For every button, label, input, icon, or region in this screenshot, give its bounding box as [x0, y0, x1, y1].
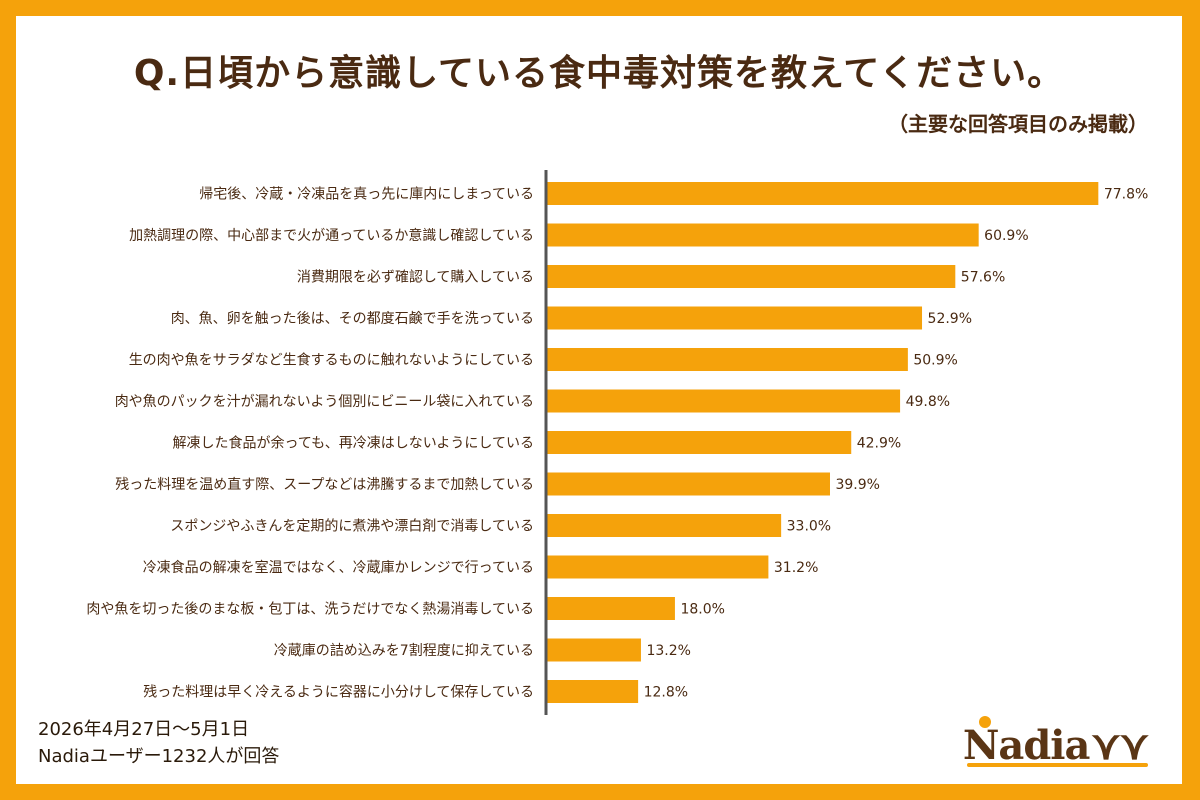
- category-label: 生の肉や魚をサラダなど生食するものに触れないようにしている: [129, 352, 534, 369]
- category-label: スポンジやふきんを定期的に煮沸や漂白剤で消毒している: [170, 519, 534, 535]
- value-label: 31.2%: [774, 560, 818, 576]
- value-label: 39.9%: [835, 477, 879, 493]
- utensils-icon: ⋎⋎: [1091, 722, 1149, 769]
- logo-text: Nadia: [962, 722, 1091, 769]
- survey-respondents: Nadiaユーザー1232人が回答: [38, 746, 280, 767]
- category-label: 加熱調理の際、中心部まで火が通っているか意識し確認している: [129, 227, 534, 244]
- value-label: 50.9%: [913, 353, 957, 369]
- category-label: 肉や魚を切った後のまな板・包丁は、洗うだけでなく熱湯消毒している: [86, 601, 534, 618]
- bar: [547, 182, 1099, 205]
- bar: [547, 597, 675, 620]
- category-label: 消費期限を必ず確認して購入している: [297, 270, 534, 286]
- flower-icon: [978, 716, 991, 728]
- value-label: 42.9%: [857, 436, 901, 452]
- chart-card: Q.日頃から意識している食中毒対策を教えてください。 （主要な回答項目のみ掲載）…: [16, 16, 1182, 784]
- value-label: 52.9%: [928, 311, 972, 327]
- value-label: 13.2%: [646, 643, 690, 659]
- logo-underline: [966, 763, 1148, 767]
- bar: [547, 514, 782, 537]
- category-label: 帰宅後、冷蔵・冷凍品を真っ先に庫内にしまっている: [199, 186, 534, 203]
- value-label: 33.0%: [787, 519, 831, 535]
- bar: [547, 348, 908, 371]
- bar: [547, 472, 830, 496]
- value-label: 60.9%: [984, 228, 1028, 244]
- value-label: 49.8%: [906, 394, 950, 410]
- value-label: 12.8%: [644, 685, 688, 701]
- bar-chart: 帰宅後、冷蔵・冷凍品を真っ先に庫内にしまっている 77.8% 加熱調理の際、中心部ま…: [86, 170, 1148, 715]
- value-label: 18.0%: [680, 602, 724, 618]
- bar: [547, 555, 769, 579]
- bar: [547, 680, 639, 703]
- bar: [547, 223, 979, 247]
- nadia-logo: Nadia⋎⋎: [962, 716, 1149, 769]
- bar: [547, 431, 852, 454]
- category-label: 冷凍食品の解凍を室温ではなく、冷蔵庫かレンジで行っている: [143, 559, 534, 576]
- survey-footer: 2026年4月27日〜5月1日 Nadiaユーザー1232人が回答: [38, 716, 279, 770]
- chart-title: Q.日頃から意識している食中毒対策を教えてください。: [133, 53, 1065, 94]
- value-label: 57.6%: [961, 270, 1005, 286]
- category-label: 残った料理を温め直す際、スープなどは沸騰するまで加熱している: [115, 476, 534, 493]
- chart-subtitle: （主要な回答項目のみ掲載）: [888, 112, 1148, 136]
- category-label: 肉、魚、卵を触った後は、その都度石鹸で手を洗っている: [171, 311, 534, 327]
- category-label: 冷蔵庫の詰め込みを7割程度に抑えている: [274, 642, 534, 659]
- category-label: 解凍した食品が余っても、再冷凍はしないようにしている: [173, 435, 534, 452]
- bar: [547, 638, 641, 662]
- bar: [547, 265, 956, 288]
- bar: [547, 306, 923, 330]
- bar: [547, 389, 901, 413]
- category-label: 残った料理は早く冷えるように容器に小分けして保存している: [143, 684, 534, 701]
- category-label: 肉や魚のパックを汁が漏れないよう個別にビニール袋に入れている: [115, 394, 534, 410]
- value-label: 77.8%: [1104, 187, 1148, 203]
- survey-date-range: 2026年4月27日〜5月1日: [38, 719, 250, 740]
